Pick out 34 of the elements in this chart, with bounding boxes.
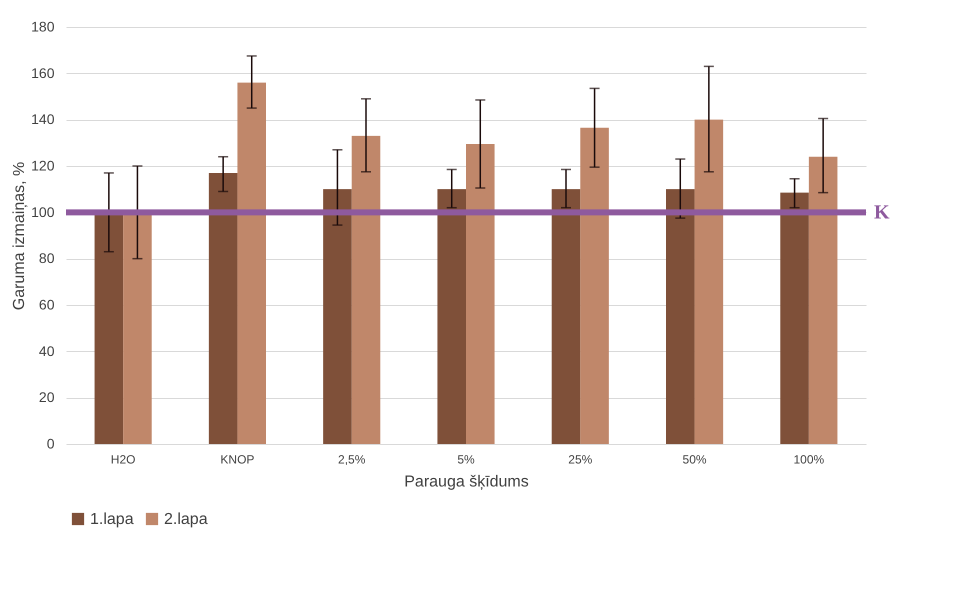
bar xyxy=(208,172,238,444)
bar xyxy=(694,120,724,444)
y-tick-label: 100 xyxy=(31,204,55,220)
bar xyxy=(580,128,609,444)
x-tick-label: 5% xyxy=(457,452,475,466)
y-tick-label: 40 xyxy=(38,342,55,359)
bar xyxy=(780,192,809,444)
x-tick-label: 50% xyxy=(682,452,707,466)
y-tick-label: 80 xyxy=(38,250,55,266)
bar xyxy=(666,189,695,444)
bar xyxy=(237,82,266,444)
bar xyxy=(808,156,838,444)
x-tick-label: 2,5% xyxy=(338,452,366,466)
bar xyxy=(552,189,580,444)
x-tick-label: H2O xyxy=(110,452,136,466)
y-tick-label: 120 xyxy=(31,158,55,174)
y-tick-label: 0 xyxy=(46,436,55,452)
y-tick-label: 180 xyxy=(31,18,55,34)
y-tick-label: 60 xyxy=(38,296,55,312)
x-tick-label: KNOP xyxy=(220,452,254,466)
x-tick-label: 100% xyxy=(794,452,825,466)
legend-label: 1.lapa xyxy=(90,511,134,528)
y-tick-label: 20 xyxy=(38,389,55,406)
y-tick-label: 140 xyxy=(31,111,55,128)
y-tick-label: 160 xyxy=(31,64,55,81)
x-tick-label: 25% xyxy=(568,452,593,466)
bar xyxy=(352,136,380,444)
bar xyxy=(466,144,495,444)
bar xyxy=(437,189,466,444)
y-axis-title: Garuma izmaiņas, % xyxy=(11,162,28,310)
bar xyxy=(323,189,352,444)
x-axis-title: Parauga šķīdums xyxy=(404,474,529,490)
ref-line-label: K xyxy=(874,201,890,224)
legend-label: 2.lapa xyxy=(164,511,208,528)
